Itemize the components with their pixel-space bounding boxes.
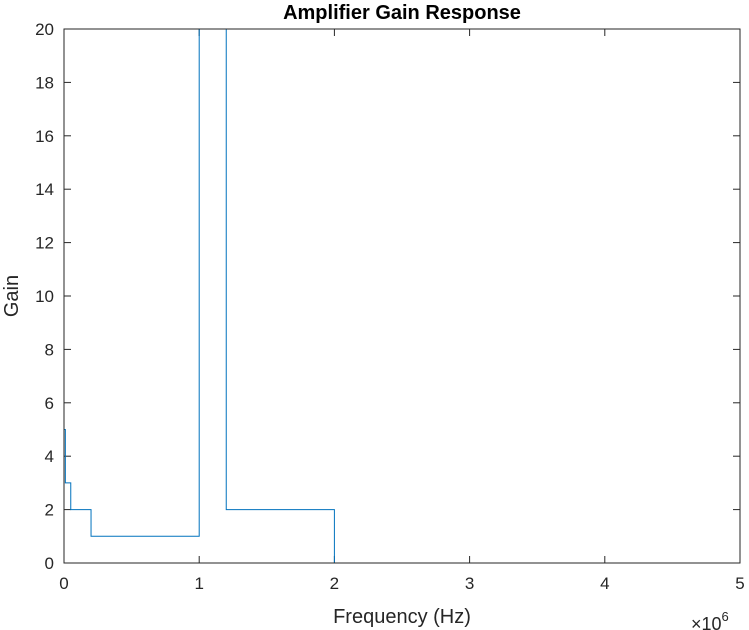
x-axis-label: Frequency (Hz): [333, 606, 471, 628]
x-exponent-power: 6: [722, 609, 729, 624]
plot-area: [64, 29, 740, 563]
x-tick-labels: 0 1 2 3 4 5: [59, 574, 744, 593]
y-tick-label: 4: [45, 447, 54, 466]
x-exponent-base: ×10: [691, 614, 722, 630]
y-tick-labels: 0 2 4 6 8 10 12 14 16 18 20: [35, 20, 54, 573]
y-tick-label: 20: [35, 20, 54, 39]
y-tick-label: 14: [35, 180, 54, 199]
x-tick-label: 0: [59, 574, 68, 593]
y-tick-label: 6: [45, 394, 54, 413]
x-tick-label: 3: [465, 574, 474, 593]
x-exponent-marker: ×106: [691, 609, 729, 630]
y-tick-label: 12: [35, 234, 54, 253]
x-tick-label: 4: [600, 574, 609, 593]
x-tick-label: 5: [735, 574, 744, 593]
y-tick-label: 0: [45, 554, 54, 573]
chart-title: Amplifier Gain Response: [283, 2, 521, 24]
series-line: [64, 28, 740, 564]
x-tick-label: 2: [330, 574, 339, 593]
y-tick-label: 18: [35, 73, 54, 92]
y-tick-label: 8: [45, 340, 54, 359]
y-tick-label: 16: [35, 127, 54, 146]
plot-frame: [63, 28, 741, 564]
x-tick-label: 1: [194, 574, 203, 593]
y-tick-label: 10: [35, 287, 54, 306]
series-layer: [64, 28, 740, 564]
y-tick-label: 2: [45, 501, 54, 520]
y-axis-label: Gain: [1, 275, 23, 317]
